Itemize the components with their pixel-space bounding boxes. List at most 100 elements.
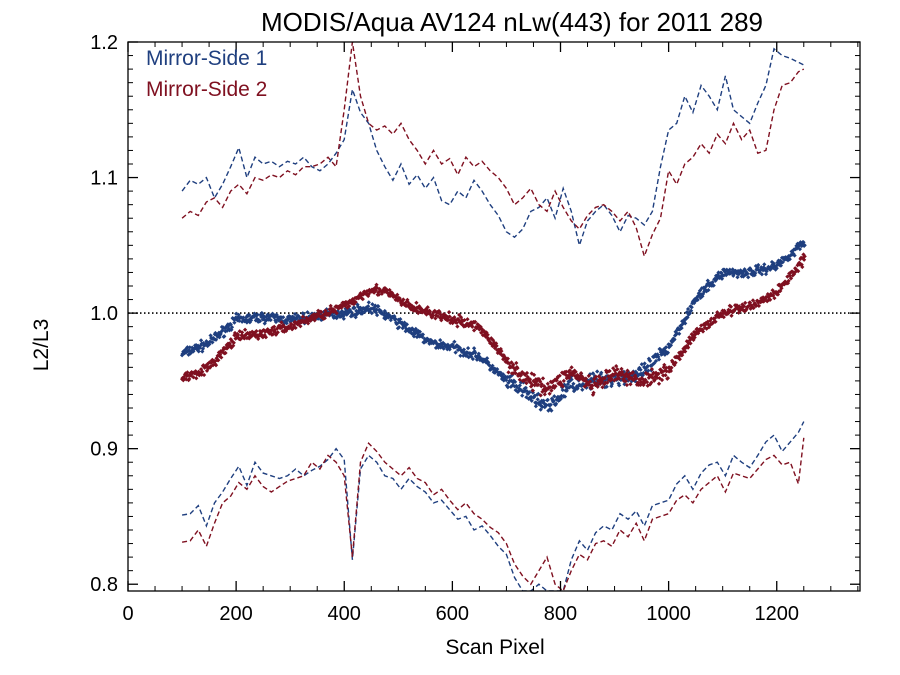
data-point: [360, 296, 365, 302]
series-1-lower-line: [181, 421, 805, 591]
data-point: [583, 376, 589, 381]
x-axis-label: Scan Pixel: [445, 636, 544, 659]
data-point: [281, 315, 286, 320]
data-point: [495, 366, 500, 372]
data-point: [590, 371, 596, 376]
data-point: [595, 384, 600, 389]
data-point: [273, 319, 279, 325]
data-point: [711, 283, 716, 288]
data-point: [764, 269, 769, 274]
data-point: [198, 338, 204, 343]
data-point: [420, 332, 426, 337]
data-point: [567, 375, 572, 381]
y-tick-label: 0.8: [90, 574, 118, 596]
data-point: [305, 310, 310, 315]
data-point: [668, 368, 674, 374]
data-point: [688, 341, 693, 346]
data-point: [549, 388, 554, 393]
data-point: [484, 356, 490, 361]
x-tick-label: 600: [436, 603, 469, 625]
data-point: [254, 328, 259, 334]
data-point: [229, 325, 235, 330]
data-point: [455, 324, 460, 329]
data-point: [470, 324, 475, 329]
series-2-upper-line: [181, 42, 805, 259]
data-point: [213, 337, 219, 342]
data-point: [605, 380, 610, 385]
plot-area: [128, 42, 860, 591]
data-point: [539, 382, 544, 387]
data-point: [446, 309, 452, 315]
data-point: [531, 372, 537, 378]
data-point: [607, 368, 612, 374]
data-point: [366, 304, 371, 309]
data-point: [713, 319, 718, 324]
data-point: [219, 355, 224, 360]
data-point: [544, 402, 549, 408]
data-point: [369, 310, 374, 316]
data-point: [540, 376, 546, 381]
data-point: [187, 345, 192, 350]
data-point: [656, 371, 661, 377]
data-point: [683, 321, 688, 326]
data-point: [560, 387, 565, 393]
data-point: [623, 379, 628, 384]
data-point: [322, 316, 327, 321]
data-point: [625, 368, 630, 373]
data-point: [656, 357, 662, 362]
data-point: [210, 340, 215, 345]
data-point: [395, 292, 400, 297]
data-point: [242, 327, 248, 332]
data-point: [628, 382, 633, 387]
data-point: [185, 345, 190, 350]
data-point: [590, 383, 595, 388]
data-point: [471, 346, 477, 351]
data-point: [328, 303, 333, 309]
data-point: [774, 266, 779, 271]
data-point: [453, 350, 458, 355]
x-tick-label: 1000: [646, 603, 691, 625]
data-point: [256, 336, 261, 342]
data-point: [593, 374, 599, 379]
x-tick-label: 0: [122, 603, 133, 625]
data-point: [677, 331, 682, 336]
data-point: [644, 379, 650, 385]
data-point: [374, 312, 380, 318]
data-point: [524, 370, 530, 376]
data-point: [374, 282, 379, 287]
data-point: [653, 358, 659, 364]
data-point: [385, 287, 390, 293]
data-point: [571, 381, 576, 386]
data-point: [398, 316, 403, 322]
x-tick-label: 1200: [754, 603, 799, 625]
data-point: [213, 363, 219, 368]
data-point: [661, 373, 666, 378]
data-point: [779, 286, 784, 291]
y-tick-label: 1.2: [90, 32, 118, 54]
data-point: [538, 407, 543, 412]
data-point: [235, 332, 241, 338]
data-point: [540, 404, 545, 410]
data-point: [216, 358, 221, 363]
data-point: [668, 343, 674, 348]
data-point: [615, 367, 620, 372]
data-point: [679, 325, 684, 331]
y-axis-label: L2/L3: [30, 319, 53, 372]
data-point: [520, 393, 525, 398]
data-point: [353, 299, 358, 305]
data-point: [609, 376, 614, 381]
data-point: [275, 330, 280, 335]
data-point: [649, 366, 655, 372]
data-point: [561, 378, 566, 384]
data-point: [501, 372, 506, 377]
x-tick-label: 400: [328, 603, 361, 625]
data-point: [751, 305, 756, 311]
data-point: [548, 385, 553, 390]
data-point: [293, 325, 298, 331]
data-point: [573, 369, 578, 375]
data-point: [247, 312, 252, 318]
data-point: [255, 312, 260, 317]
data-point: [549, 408, 554, 413]
data-point: [462, 317, 467, 323]
data-point: [743, 300, 748, 306]
